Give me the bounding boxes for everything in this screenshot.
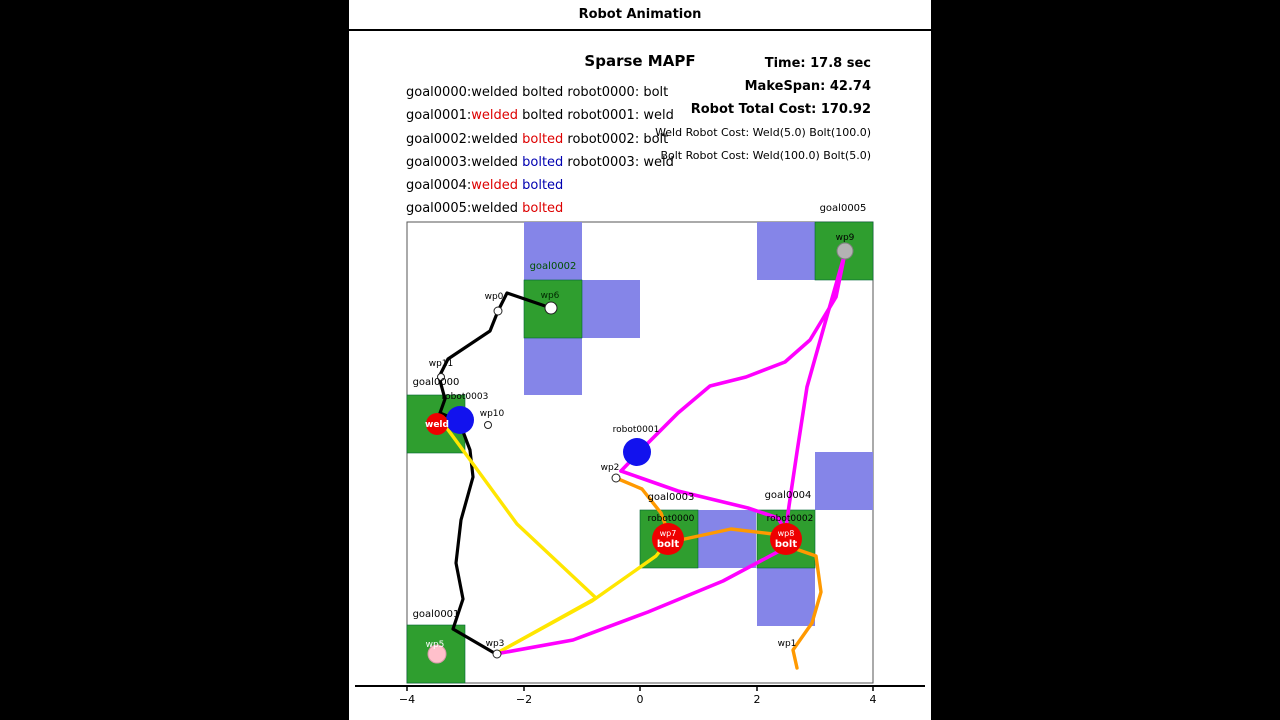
path-magenta-diagonal [619,251,847,473]
status-line-2: goal0002:welded bolted robot0002: bolt [406,128,674,151]
x-tick-label-0: 0 [637,693,644,706]
stats-block: Time: 17.8 sec MakeSpan: 42.74 Robot Total… [655,52,871,167]
label-goal0003: goal0003 [648,492,695,503]
stat-line-2: Robot Total Cost: 170.92 [690,102,871,117]
status-segment: goal0000:welded bolted robot0000: bolt [406,85,669,100]
wp11-dot [437,373,445,381]
path-magenta-bottom [499,546,787,655]
wp3-dot [492,649,502,659]
obstacle-cell-6 [698,510,756,568]
status-segment: goal0003:welded [406,154,523,170]
label-wp9: wp9 [836,233,855,243]
status-segment: goal0005:welded [406,201,523,217]
path-yellow-down [444,425,598,654]
obstacle-cell-1 [524,222,582,280]
status-segment: bolted [522,131,564,147]
robot0001-marker [623,438,651,466]
label-robot0002: robot0002 [767,514,814,524]
stat-line-0: Time: 17.8 sec [764,56,871,71]
x-tick-label-−4: −4 [399,693,415,706]
status-line-1: goal0001:welded bolted robot0001: weld [406,104,674,127]
label-robot0001: robot0001 [613,425,660,435]
status-segment: robot0003: weld [563,154,674,170]
path-black-upper [437,291,553,423]
label-wp11: wp11 [429,359,454,369]
robot0002-marker [770,523,802,555]
path-magenta-right [784,251,847,530]
wp5-dot [427,644,447,664]
obstacle-cell-5 [815,452,873,510]
figure-title: Sparse MAPF [584,52,696,70]
label-goal0000: goal0000 [413,377,460,388]
label-wp2: wp2 [601,463,620,473]
stat-line-1: MakeSpan: 42.74 [744,79,871,94]
wp9-dot [836,242,854,260]
obstacle-cell-2 [582,280,640,338]
status-segment: robot0002: bolt [563,131,669,147]
status-line-0: goal0000:welded bolted robot0000: bolt [406,81,674,104]
status-segment: bolted [522,201,564,217]
stat-line-4: Bolt Robot Cost: Weld(100.0) Bolt(5.0) [660,149,871,162]
label-wp3: wp3 [486,639,505,649]
label-goal0004: goal0004 [765,490,812,501]
path-black-lower [451,419,498,656]
path-orange-middle [678,527,775,542]
label-weld: weld [425,420,449,430]
label-goal0005: goal0005 [820,203,867,214]
label-wp5: wp5 [426,640,445,650]
label-wp10: wp10 [480,409,505,419]
status-segment: goal0004: [406,178,472,194]
label-robot0000: robot0000 [648,514,695,524]
status-lines: goal0000:welded bolted robot0000: bolt go… [406,81,674,221]
window-title: Robot Animation [578,7,702,22]
label-wp8: wp8 [778,529,795,538]
path-orange-wp2 [614,476,669,531]
x-tick-label-−2: −2 [516,693,532,706]
label-goal0001: goal0001 [413,609,460,620]
status-segment: bolted robot0001: weld [518,108,674,124]
wp10-dot [484,421,492,429]
label-robot0003: robot0003 [442,392,489,402]
robot0000-marker [652,523,684,555]
robot-weld-marker [426,413,448,435]
status-segment: goal0001: [406,108,472,124]
status-segment: goal0002:welded [406,131,523,147]
wp6-dot [544,301,558,315]
label-bolt: bolt [775,539,797,550]
label-wp7: wp7 [660,529,677,538]
x-tick-label-2: 2 [754,693,761,706]
x-tick-label-4: 4 [870,693,877,706]
obstacle-cell-3 [524,337,582,395]
stat-line-3: Weld Robot Cost: Weld(5.0) Bolt(100.0) [655,126,871,139]
status-segment: welded [471,108,518,124]
robot0003-marker [446,406,474,434]
window-titlebar: Robot Animation [349,0,931,31]
status-line-3: goal0003:welded bolted robot0003: weld [406,151,674,174]
status-line-4: goal0004:welded bolted [406,174,674,197]
app-window: Robot Animation Sparse MAPF Time: 17.8 s… [349,0,931,720]
status-segment: bolted [522,178,564,194]
plot-canvas: goal0005 wp9 goal0002 wp6 wp0 wp11 goal0000 rob… [355,203,925,706]
label-bolt: bolt [657,539,679,550]
label-wp6: wp6 [541,291,560,301]
wp0-dot [493,306,503,316]
status-line-5: goal0005:welded bolted [406,197,674,220]
wp2-dot [611,473,621,483]
status-segment: welded [471,178,518,194]
obstacle-cell-4 [757,222,815,280]
label-goal0002: goal0002 [530,261,577,272]
label-wp1: wp1 [778,639,797,649]
path-magenta-to-goal0004 [619,469,788,533]
status-segment: bolted [522,154,564,170]
label-wp0: wp0 [485,292,504,302]
path-orange-wp1 [788,545,823,670]
obstacle-cell-7 [757,568,815,626]
